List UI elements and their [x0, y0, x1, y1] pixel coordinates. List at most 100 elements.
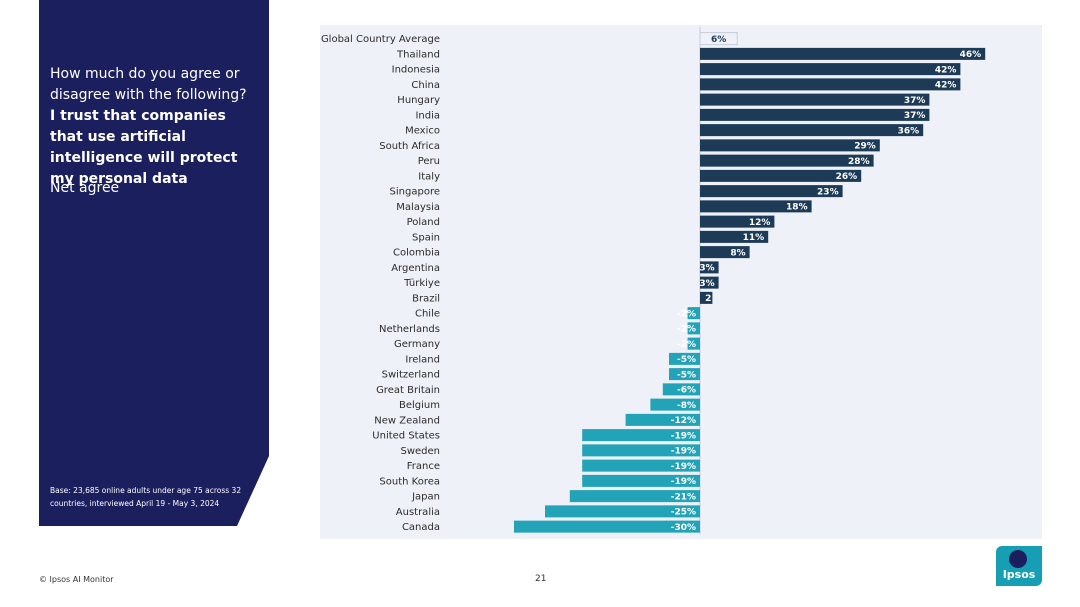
data-bar: [700, 200, 812, 213]
category-label: Great Britain: [376, 385, 440, 396]
data-bar: [625, 413, 700, 426]
value-label: -5%: [677, 370, 696, 380]
data-bar: [700, 63, 961, 76]
question-panel: How much do you agree or disagree with t…: [39, 0, 269, 526]
category-label: Peru: [418, 156, 440, 167]
value-label: 37%: [904, 96, 926, 106]
category-label: Brazil: [412, 293, 440, 304]
category-label: Spain: [412, 232, 440, 243]
category-label: Belgium: [399, 400, 440, 411]
value-label: -2%: [677, 340, 696, 350]
value-label: 12%: [749, 218, 771, 228]
value-label: -5%: [677, 355, 696, 365]
data-bar: [650, 398, 700, 411]
data-bar: [700, 108, 930, 121]
category-label: Mexico: [405, 126, 440, 137]
value-label: 6%: [711, 35, 726, 45]
category-label: Hungary: [397, 95, 440, 106]
data-bar: [582, 459, 700, 472]
category-label: South Korea: [379, 476, 440, 487]
category-label: Canada: [402, 522, 440, 533]
value-label: 36%: [898, 126, 920, 136]
metric-label: Net agree: [50, 180, 120, 196]
base-note: Base: 23,685 online adults under age 75 …: [50, 486, 242, 508]
data-bar: [700, 93, 930, 106]
data-bar: [700, 246, 750, 259]
category-label: China: [411, 80, 440, 91]
value-label: 11%: [743, 233, 765, 243]
category-label: Thailand: [396, 49, 440, 60]
value-label: 42%: [935, 65, 957, 75]
category-label: Argentina: [391, 263, 440, 274]
category-label: New Zealand: [374, 415, 440, 426]
data-bar: [545, 505, 700, 518]
value-label: -19%: [671, 462, 696, 472]
data-bar: [687, 322, 700, 335]
data-bar: [514, 520, 700, 533]
value-label: -19%: [671, 447, 696, 457]
value-label: -19%: [671, 431, 696, 441]
value-label: 37%: [904, 111, 926, 121]
data-bar: [687, 307, 700, 320]
value-label: -19%: [671, 477, 696, 487]
category-label: Global Country Average: [321, 34, 440, 45]
data-bar: [700, 47, 986, 60]
category-label: Japan: [411, 492, 440, 503]
category-label: Singapore: [390, 187, 440, 198]
data-bar: [662, 383, 700, 396]
category-label: France: [407, 461, 440, 472]
value-label: -30%: [671, 523, 696, 533]
category-label: Chile: [415, 309, 440, 320]
question-text: How much do you agree or disagree with t…: [50, 66, 247, 103]
category-label: United States: [372, 431, 440, 442]
category-label: South Africa: [379, 141, 440, 152]
category-label: Switzerland: [382, 370, 440, 381]
category-label: Ireland: [405, 354, 440, 365]
data-bar: [700, 230, 769, 243]
data-bar: [569, 490, 700, 503]
value-label: 29%: [854, 142, 876, 152]
category-label: Colombia: [393, 248, 440, 259]
value-label: -21%: [671, 492, 696, 502]
statement-text: I trust that companies that use artifici…: [50, 108, 238, 187]
data-bar: [700, 185, 843, 198]
category-label: Indonesia: [392, 65, 440, 76]
data-bar: [669, 352, 700, 365]
logo-text: Ipsos: [1002, 568, 1036, 581]
value-label: 46%: [960, 50, 982, 60]
value-label: -6%: [677, 386, 696, 396]
category-label: Sweden: [400, 446, 440, 457]
data-bar: [700, 139, 880, 152]
value-label: 42%: [935, 81, 957, 91]
value-label: 3%: [699, 264, 714, 274]
data-bar: [700, 169, 862, 182]
data-bar: [700, 78, 961, 91]
global-average-bar: [699, 32, 738, 46]
data-bar: [700, 291, 713, 304]
bar-chart: Global Country Average 6% Thailand 46% Indon…: [321, 27, 986, 535]
data-bar: [700, 154, 874, 167]
value-label: -25%: [671, 508, 696, 518]
value-label: 23%: [817, 187, 839, 197]
value-label: 3%: [699, 279, 714, 289]
category-label: Italy: [418, 171, 440, 182]
category-label: Türkiye: [403, 278, 440, 289]
data-bar: [700, 215, 775, 228]
value-label: -12%: [671, 416, 696, 426]
data-bar: [700, 276, 719, 289]
category-label: India: [415, 110, 440, 121]
data-bar: [582, 474, 700, 487]
data-bar: [700, 124, 924, 137]
ipsos-logo: Ipsos: [996, 546, 1042, 586]
value-label: 8%: [730, 248, 745, 258]
value-label: 28%: [848, 157, 870, 167]
category-label: Australia: [396, 507, 440, 518]
value-label: 26%: [836, 172, 858, 182]
data-bar: [582, 429, 700, 442]
category-label: Netherlands: [379, 324, 440, 335]
value-label: 2: [705, 294, 711, 304]
data-bar: [669, 368, 700, 381]
value-label: -8%: [677, 401, 696, 411]
logo-mark-icon: [1009, 550, 1027, 568]
page-number: 21: [535, 574, 547, 584]
